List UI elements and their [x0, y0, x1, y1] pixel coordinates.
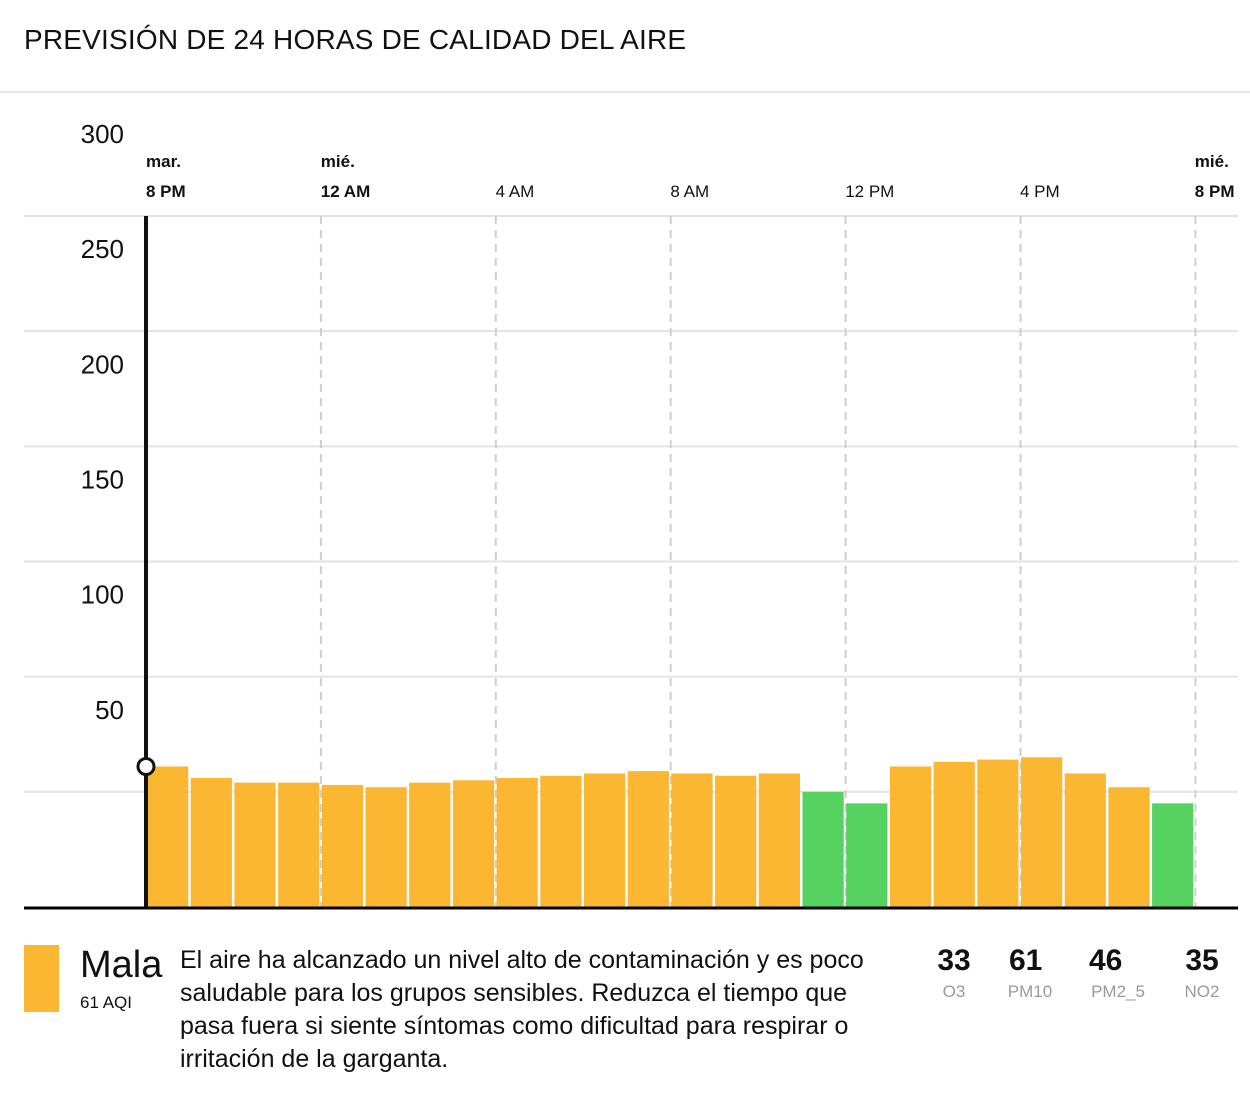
bar[interactable]: [758, 773, 800, 907]
pollutant-no2: 35 NO2: [1180, 944, 1224, 1002]
aqi-category: Mala: [80, 944, 163, 986]
bar[interactable]: [977, 759, 1019, 907]
x-tick-time: 12 PM: [845, 182, 894, 201]
bar[interactable]: [889, 766, 932, 907]
pollutant-pm2-5: 46 PM2_5: [1085, 944, 1151, 1002]
bar[interactable]: [627, 771, 669, 907]
pollutant-value: 46: [1089, 944, 1123, 977]
bar[interactable]: [846, 803, 888, 907]
bar[interactable]: [409, 782, 451, 907]
y-tick-label: 250: [81, 234, 124, 264]
aqi-description: El aire ha alcanzado un nivel alto de co…: [180, 946, 864, 1073]
bar[interactable]: [234, 782, 276, 907]
y-tick-label: 100: [81, 580, 124, 610]
pollutant-name: PM2_5: [1091, 982, 1145, 1001]
bar[interactable]: [540, 775, 582, 907]
y-tick-label: 50: [95, 695, 124, 725]
bar[interactable]: [496, 778, 538, 907]
x-tick-time: 4 AM: [496, 182, 535, 201]
pollutant-name: NO2: [1184, 982, 1220, 1001]
x-tick-day: mié.: [1195, 152, 1229, 171]
y-tick-label: 300: [81, 119, 124, 149]
x-tick-time: 8 PM: [1195, 182, 1235, 201]
bar[interactable]: [802, 791, 844, 907]
y-tick-label: 200: [81, 349, 124, 379]
bar[interactable]: [1021, 757, 1063, 907]
x-tick-time: 4 PM: [1020, 182, 1060, 201]
header-divider: [0, 91, 1250, 93]
pollutant-o3: 33 O3: [932, 944, 976, 1002]
bar[interactable]: [190, 778, 232, 907]
bar[interactable]: [278, 782, 320, 907]
x-tick-time: 12 AM: [321, 182, 370, 201]
bar[interactable]: [671, 773, 713, 907]
bar[interactable]: [1108, 787, 1150, 907]
aqi-value: 61 AQI: [80, 993, 132, 1012]
pollutant-value: 61: [1009, 944, 1043, 977]
page-title: PREVISIÓN DE 24 HORAS DE CALIDAD DEL AIR…: [24, 24, 687, 55]
bar[interactable]: [1152, 803, 1194, 907]
x-tick-time: 8 PM: [146, 182, 186, 201]
x-tick-time: 8 AM: [670, 182, 709, 201]
selection-handle[interactable]: [136, 756, 156, 776]
bar[interactable]: [933, 761, 975, 907]
bar[interactable]: [365, 787, 407, 907]
bar[interactable]: [715, 775, 757, 907]
pollutant-name: PM10: [1007, 982, 1053, 1001]
x-tick-day: mar.: [146, 152, 181, 171]
bar[interactable]: [321, 784, 363, 907]
pollutant-pm10: 61 PM10: [1005, 944, 1055, 1002]
bar[interactable]: [452, 780, 495, 907]
pollutant-value: 35: [1185, 944, 1219, 977]
y-tick-label: 150: [81, 465, 124, 495]
pollutant-name: O3: [942, 982, 966, 1001]
category-color-swatch: [24, 945, 59, 1012]
pollutant-value: 33: [937, 944, 971, 977]
bar[interactable]: [1064, 773, 1106, 907]
bar[interactable]: [147, 766, 189, 907]
bar[interactable]: [584, 773, 626, 907]
x-tick-day: mié.: [321, 152, 355, 171]
aqi-forecast-chart[interactable]: 50 100 150 200 250 300 mar. 8 PM mié. 12 AM 4 AM 8 …: [0, 0, 1250, 930]
